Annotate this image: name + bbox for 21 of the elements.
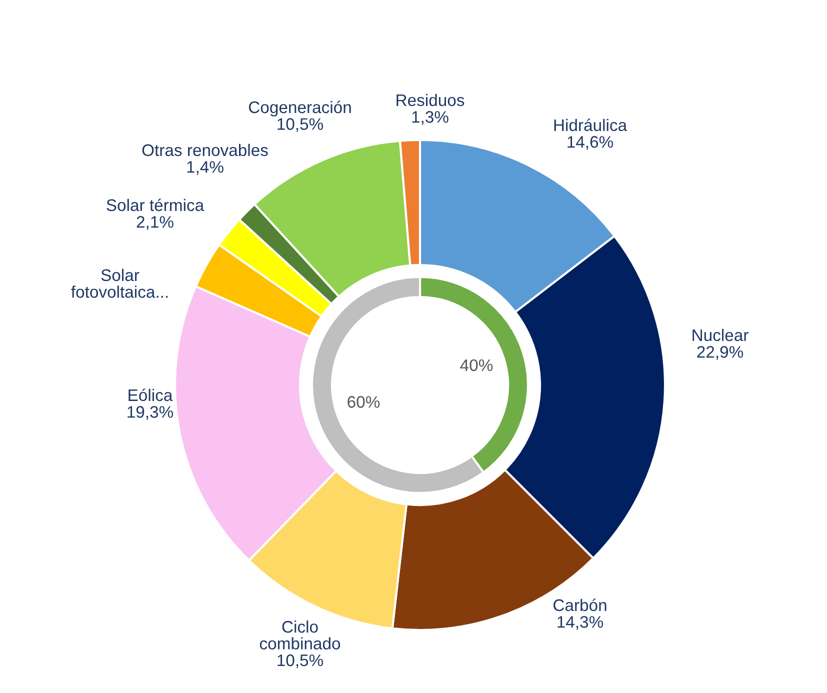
data-label: 19,3% [128,406,174,420]
slice-label: Carbón [554,598,606,612]
slice-label: Cogeneración [248,100,351,116]
slice-label: Ciclo combinado [260,620,340,650]
data-label: 40% [460,359,493,372]
slice-label: Solar térmica [106,198,204,212]
slice-label: Nuclear [692,328,748,342]
data-label: 60% [348,396,380,408]
slice-label: Hidráulica [554,118,628,132]
data-label: 14,3% [558,616,604,630]
slice-label: Eólica [128,388,173,402]
data-label: 10,5% [278,118,324,132]
data-label: 2,1% [136,216,174,230]
data-label: 10,5% [278,654,324,668]
data-label: 1,4% [187,161,224,175]
data-label: 1,3% [412,111,448,125]
data-label: 22,9% [697,346,744,360]
data-label: 14,6% [568,136,614,150]
slice-label: Otras renovables [142,144,268,156]
slice-label: Solar fotovoltaica... [71,268,168,298]
slice-label: Residuos [396,94,464,106]
